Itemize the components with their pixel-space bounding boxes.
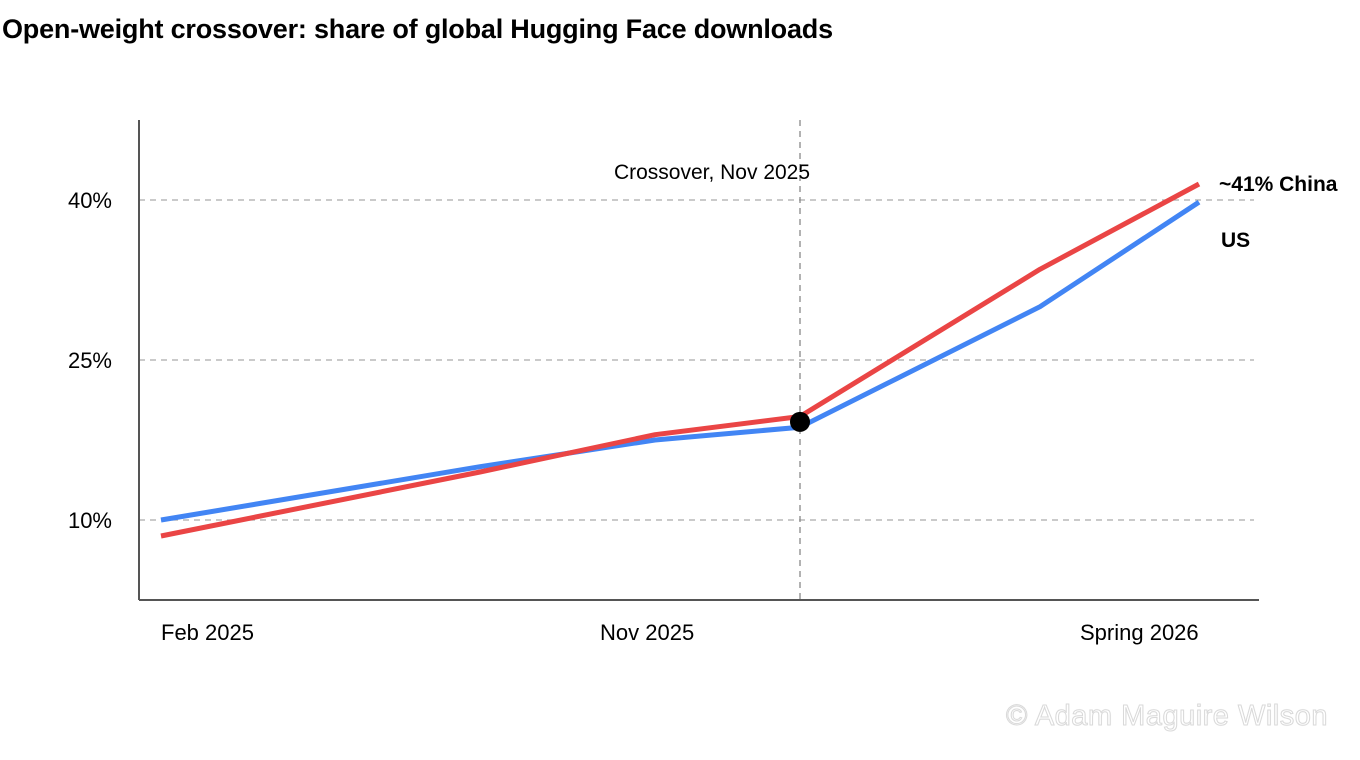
china-series-end-label: ~41% China — [1219, 173, 1338, 196]
x-tick-label: Nov 2025 — [600, 620, 694, 645]
x-tick-label: Spring 2026 — [1080, 620, 1199, 645]
x-tick-labels: Feb 2025 Nov 2025 Spring 2026 — [161, 620, 1199, 645]
y-tick-label: 25% — [68, 348, 112, 373]
us-series-line — [160, 200, 1201, 523]
x-tick-label: Feb 2025 — [161, 620, 254, 645]
us-series-end-label: US — [1221, 229, 1250, 252]
y-tick-label: 40% — [68, 188, 112, 213]
crossover-annotation-label: Crossover, Nov 2025 — [614, 161, 810, 184]
chart-title: Open-weight crossover: share of global H… — [2, 14, 833, 44]
series-lines — [160, 181, 1201, 539]
y-tick-label: 10% — [68, 508, 112, 533]
gridlines — [139, 199, 1254, 521]
y-tick-labels: 10% 25% 40% — [68, 188, 112, 533]
china-series-line — [160, 181, 1201, 539]
crossover-marker — [790, 411, 810, 432]
copyright-watermark: © Adam Maguire Wilson — [1006, 700, 1328, 733]
